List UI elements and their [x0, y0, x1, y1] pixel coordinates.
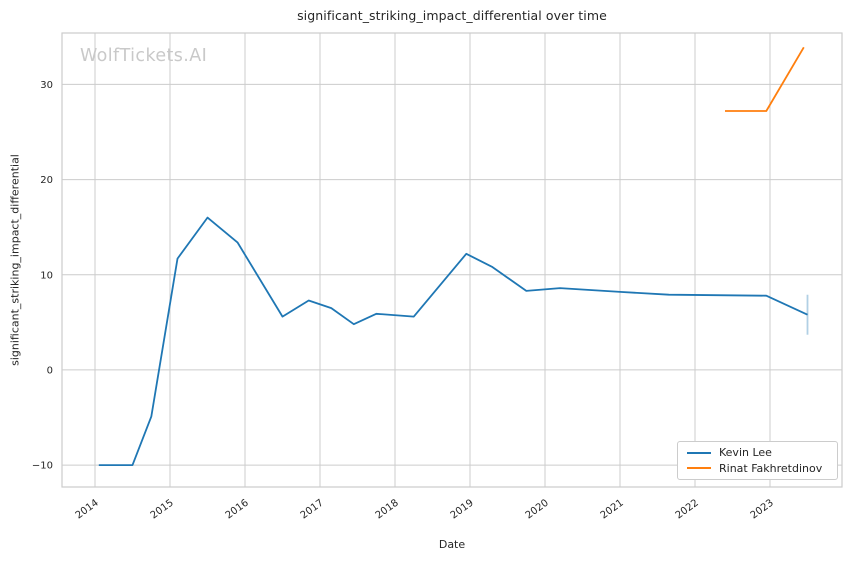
series-line-rinat-fakhretdinov [725, 46, 805, 112]
x-tick-label-2019: 2019 [449, 498, 476, 522]
x-tick-label-2014: 2014 [74, 498, 101, 522]
legend-item-rinat-fakhretdinov: Rinat Fakhretdinov [678, 462, 837, 475]
legend-label-rinat-fakhretdinov: Rinat Fakhretdinov [719, 461, 823, 475]
x-tick-label-2021: 2021 [599, 498, 626, 522]
x-tick-label-2020: 2020 [524, 498, 551, 522]
chart-title: significant_striking_impact_differential… [297, 8, 607, 23]
y-tick-label--10: −10 [32, 461, 53, 472]
y-tick-label-0: 0 [47, 365, 53, 376]
series-line-kevin-lee [98, 216, 808, 467]
y-tick-label-20: 20 [40, 175, 53, 186]
x-tick-label-2018: 2018 [374, 498, 401, 522]
legend-label-kevin-lee: Kevin Lee [719, 446, 772, 460]
watermark: WolfTickets.AI [80, 46, 208, 66]
x-tick-label-2015: 2015 [149, 498, 176, 522]
x-tick-label-2017: 2017 [299, 498, 326, 522]
plot-border [61, 32, 843, 488]
y-tick-label-10: 10 [40, 270, 53, 281]
y-tick-label-30: 30 [40, 80, 53, 91]
x-tick-label-2016: 2016 [224, 498, 251, 522]
legend: Kevin Lee Rinat Fakhretdinov [677, 441, 838, 480]
legend-item-kevin-lee: Kevin Lee [678, 446, 837, 459]
y-axis-label: significant_striking_impact_differential [8, 154, 22, 366]
legend-swatch-rinat-fakhretdinov [687, 467, 711, 470]
x-tick-label-2023: 2023 [749, 498, 776, 522]
x-tick-label-2022: 2022 [674, 498, 701, 522]
legend-swatch-kevin-lee [687, 451, 711, 454]
x-axis-label: Date [438, 538, 466, 551]
